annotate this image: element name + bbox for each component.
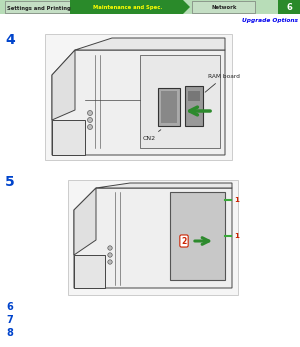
Polygon shape [52, 120, 85, 155]
Text: Network: Network [211, 5, 237, 10]
Bar [0, 0, 300, 14]
Text: 4: 4 [5, 33, 15, 47]
Polygon shape [75, 38, 225, 50]
Bar [278, 0, 300, 14]
Text: Settings and Printing: Settings and Printing [7, 6, 71, 10]
Text: CN2: CN2 [143, 130, 161, 141]
Bar [158, 88, 180, 126]
Text: Upgrade Options: Upgrade Options [242, 18, 298, 23]
Polygon shape [52, 50, 75, 120]
Text: 2: 2 [182, 237, 187, 245]
Bar [185, 86, 203, 126]
Bar [5, 1, 73, 13]
Text: 1: 1 [234, 197, 239, 203]
Bar [188, 91, 200, 101]
Polygon shape [74, 255, 105, 288]
Text: 8: 8 [7, 328, 14, 338]
Bar [192, 1, 255, 13]
Bar [161, 91, 177, 123]
Bar [45, 34, 232, 160]
Circle shape [88, 110, 92, 116]
Polygon shape [74, 188, 96, 255]
Text: 5: 5 [5, 175, 15, 189]
Circle shape [108, 260, 112, 264]
Polygon shape [52, 50, 225, 155]
Polygon shape [96, 183, 232, 188]
Circle shape [88, 118, 92, 122]
Polygon shape [70, 0, 190, 14]
Circle shape [108, 253, 112, 257]
Text: RAM board: RAM board [205, 74, 240, 92]
Text: 7: 7 [7, 315, 14, 325]
Text: 6: 6 [286, 3, 292, 12]
Text: 6: 6 [7, 302, 14, 312]
Circle shape [108, 246, 112, 250]
Polygon shape [140, 55, 220, 148]
Bar [170, 192, 225, 280]
Bar [68, 180, 238, 295]
Text: Maintenance and Spec.: Maintenance and Spec. [93, 5, 163, 10]
Circle shape [88, 125, 92, 129]
Polygon shape [74, 188, 232, 288]
Text: 1: 1 [234, 233, 239, 239]
